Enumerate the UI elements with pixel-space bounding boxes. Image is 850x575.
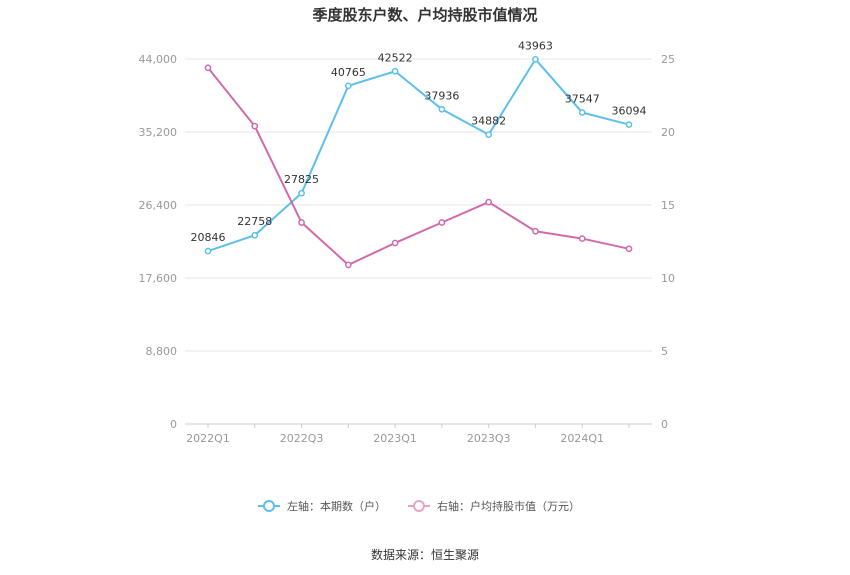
- chart-title: 季度股东户数、户均持股市值情况: [312, 6, 537, 24]
- x-tick-label: 2022Q1: [186, 432, 230, 445]
- right-axis: 0 5 10 15 20 25: [661, 53, 675, 431]
- data-point: [485, 198, 493, 206]
- data-point: [625, 121, 633, 128]
- data-point: [344, 82, 352, 90]
- data-point: [344, 261, 352, 269]
- data-label: 37936: [424, 89, 459, 102]
- data-point: [391, 67, 399, 75]
- left-tick-label: 8,800: [146, 345, 178, 358]
- left-tick-label: 26,400: [139, 199, 178, 212]
- right-tick-label: 25: [661, 53, 675, 66]
- data-point: [578, 109, 586, 116]
- data-point: [532, 227, 539, 235]
- right-tick-label: 0: [661, 418, 668, 431]
- data-label: 27825: [284, 173, 319, 186]
- data-point: [298, 189, 305, 197]
- series-line: [207, 58, 630, 253]
- x-axis: 2022Q1 2022Q3 2023Q1 2023Q3 2024Q1: [186, 424, 630, 445]
- data-point: [251, 122, 259, 130]
- data-point: [204, 247, 212, 255]
- data-point: [391, 239, 399, 247]
- grid: [185, 58, 652, 425]
- data-label: 22758: [237, 215, 272, 228]
- data-point: [578, 235, 586, 242]
- legend-label-right: 右轴：户均持股市值（万元）: [437, 499, 580, 513]
- data-label: 20846: [191, 231, 226, 244]
- legend-item-left-series[interactable]: 左轴：本期数（户）: [258, 499, 386, 513]
- data-source: 数据来源：恒生聚源: [371, 547, 479, 562]
- left-axis: 0 8,800 17,600 26,400 35,200 44,000: [139, 53, 178, 431]
- left-tick-label: 44,000: [139, 53, 178, 66]
- data-point: [485, 131, 493, 138]
- x-tick-label: 2022Q3: [280, 432, 324, 445]
- x-tick-label: 2023Q1: [373, 432, 417, 445]
- right-tick-label: 15: [661, 199, 675, 212]
- series-layer: 20846 22758 27825 40765 42522 37936 34882 43963…: [191, 39, 647, 269]
- data-label: 36094: [612, 105, 647, 118]
- x-tick-label: 2024Q1: [560, 432, 604, 445]
- legend-marker-right: [413, 500, 425, 512]
- data-label: 43963: [518, 39, 553, 52]
- data-label: 42522: [378, 51, 413, 64]
- legend: 左轴：本期数（户） 右轴：户均持股市值（万元）: [258, 499, 580, 513]
- left-tick-label: 17,600: [139, 272, 178, 285]
- data-label: 40765: [331, 66, 366, 79]
- data-point: [251, 231, 259, 239]
- data-point: [204, 64, 212, 72]
- x-tick-label: 2023Q3: [467, 432, 511, 445]
- series-holders: 20846 22758 27825 40765 42522 37936 34882 43963…: [191, 39, 647, 255]
- legend-marker-left: [263, 500, 275, 512]
- data-label: 37547: [565, 93, 600, 106]
- series-line: [207, 67, 630, 266]
- left-tick-label: 0: [170, 418, 177, 431]
- legend-label-left: 左轴：本期数（户）: [287, 499, 386, 513]
- data-point: [625, 245, 633, 253]
- data-point: [438, 219, 446, 226]
- right-tick-label: 20: [661, 126, 675, 139]
- right-tick-label: 5: [661, 345, 668, 358]
- legend-item-right-series[interactable]: 右轴：户均持股市值（万元）: [408, 499, 580, 513]
- left-tick-label: 35,200: [139, 126, 178, 139]
- data-point: [438, 105, 446, 113]
- series-avg-value: [204, 64, 633, 269]
- data-point: [532, 55, 539, 63]
- right-tick-label: 10: [661, 272, 675, 285]
- data-label: 34882: [471, 115, 506, 128]
- data-point: [298, 219, 305, 226]
